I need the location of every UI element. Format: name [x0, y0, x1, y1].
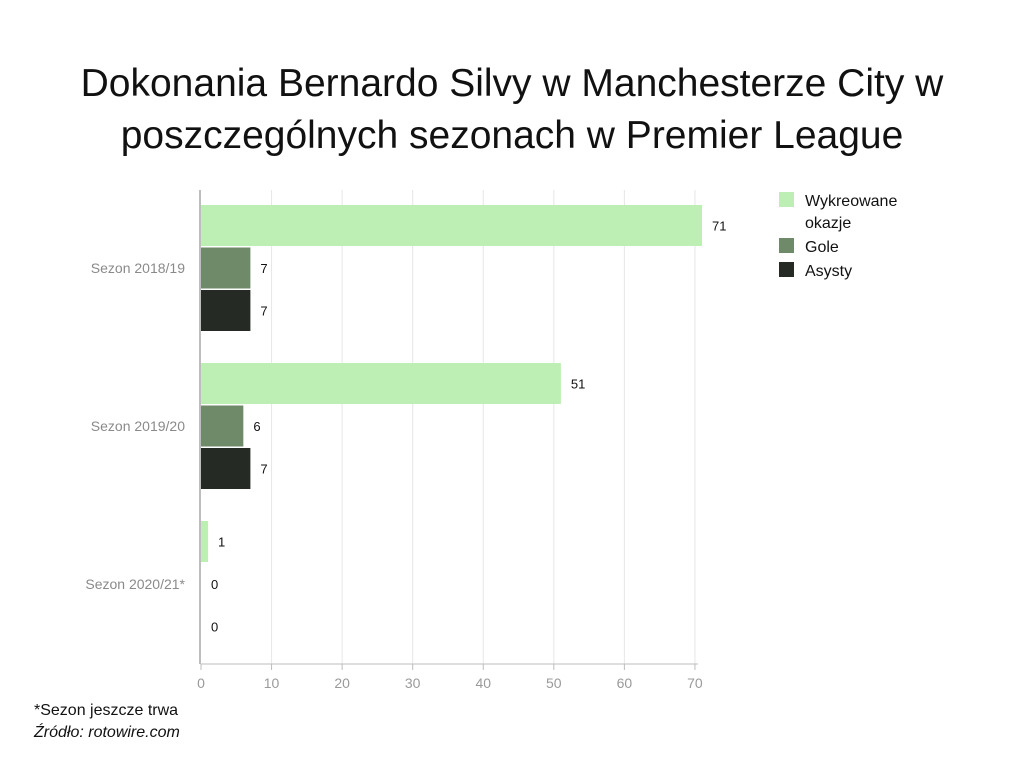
bar-2-2 — [201, 405, 244, 447]
x-tick-label-10: 10 — [264, 675, 280, 691]
legend-label-2: Gole — [805, 239, 839, 256]
bar-1-3 — [201, 290, 251, 331]
x-tick-label-30: 30 — [405, 675, 421, 691]
chart-title-line-2: poszczególnych sezonach w Premier League — [120, 114, 904, 157]
category-label-2: Sezon 2019/20 — [91, 418, 185, 434]
bar-1-2 — [201, 247, 251, 289]
data-label-3-3: 0 — [211, 620, 218, 635]
category-label-1: Sezon 2018/19 — [91, 260, 185, 276]
data-label-3-1: 1 — [218, 535, 225, 550]
category-label-3: Sezon 2020/21* — [85, 576, 185, 592]
x-tick-label-40: 40 — [475, 675, 491, 691]
legend-label-1-1: Wykreowane — [805, 193, 897, 210]
data-label-2-3: 7 — [260, 462, 267, 477]
x-tick-label-60: 60 — [617, 675, 633, 691]
footnote: *Sezon jeszcze trwa Źródło: rotowire.com — [34, 700, 180, 744]
data-label-1-1: 71 — [712, 219, 726, 234]
bar-1-1 — [201, 205, 702, 246]
footnote-note: *Sezon jeszcze trwa — [34, 702, 179, 719]
source-note: Źródło: rotowire.com — [34, 724, 180, 741]
data-label-2-2: 6 — [253, 419, 260, 434]
x-tick-label-70: 70 — [687, 675, 703, 691]
x-tick-label-20: 20 — [334, 675, 350, 691]
data-label-1-2: 7 — [260, 261, 267, 276]
bar-2-1 — [201, 363, 561, 404]
chart-title: Dokonania Bernardo Silvy w Manchesterze … — [0, 58, 1024, 162]
legend-label-1-2: okazje — [805, 215, 851, 232]
bar-3-1 — [201, 521, 209, 562]
chart-title-line-1: Dokonania Bernardo Silvy w Manchesterze … — [80, 62, 944, 105]
data-label-2-1: 51 — [571, 377, 585, 392]
data-label-1-3: 7 — [260, 304, 267, 319]
legend-swatch-1 — [779, 192, 794, 207]
bar-2-3 — [201, 448, 251, 489]
legend-swatch-2 — [779, 238, 794, 253]
x-tick-label-0: 0 — [197, 675, 205, 691]
data-label-3-2: 0 — [211, 577, 218, 592]
x-tick-label-50: 50 — [546, 675, 562, 691]
legend-swatch-3 — [779, 262, 794, 277]
legend-label-3: Asysty — [805, 263, 852, 280]
